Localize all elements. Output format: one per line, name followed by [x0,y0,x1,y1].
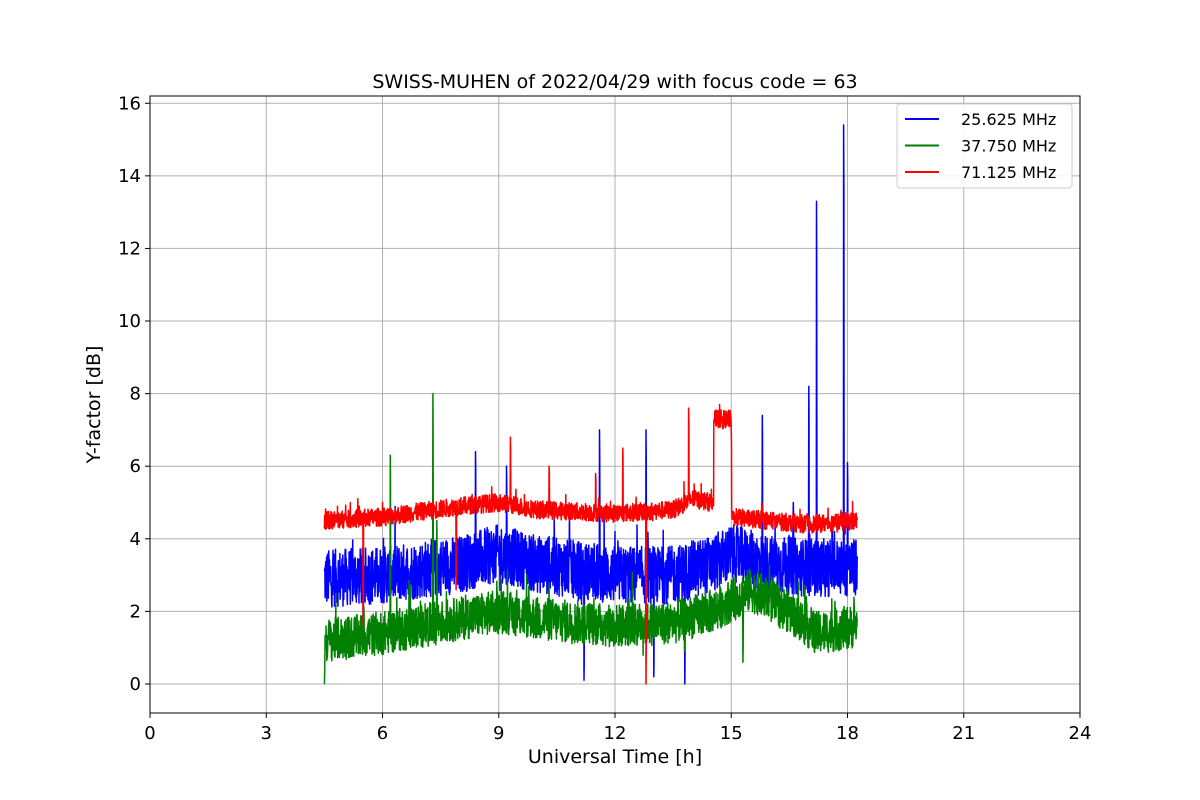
x-tick-label: 3 [261,723,272,744]
x-tick-label: 21 [952,723,975,744]
x-tick-label: 0 [144,723,155,744]
legend: 25.625 MHz 37.750 MHz 71.125 MHz [896,103,1073,189]
y-tick-label: 4 [130,529,141,550]
y-tick-label: 8 [130,384,141,405]
x-axis-title: Universal Time [h] [528,746,702,768]
y-axis-title: Y-factor [dB] [83,346,105,465]
series-line-2 [323,392,858,685]
legend-label: 25.625 MHz [961,110,1056,129]
x-tick-label: 12 [604,723,627,744]
chart-title: SWISS-MUHEN of 2022/04/29 with focus cod… [372,71,857,93]
x-tick-label: 18 [836,723,859,744]
y-tick-label: 16 [118,93,141,114]
y-tick-label: 12 [118,238,141,259]
x-axis-ticks: 0 3 6 9 12 15 18 21 24 [144,713,1091,744]
legend-label: 37.750 MHz [961,137,1056,156]
legend-label: 71.125 MHz [961,163,1056,182]
x-tick-label: 24 [1069,723,1092,744]
x-tick-label: 6 [377,723,388,744]
series-group [323,124,858,685]
series-line-1 [323,124,858,685]
y-tick-label: 14 [118,166,141,187]
y-tick-label: 6 [130,456,141,477]
x-tick-label: 15 [720,723,743,744]
y-tick-label: 2 [130,601,141,622]
series-line-3 [323,403,858,685]
x-tick-label: 9 [493,723,504,744]
y-axis-ticks: 0 2 4 6 8 10 12 14 16 [118,93,150,695]
y-tick-label: 10 [118,311,141,332]
legend-box [896,103,1073,189]
y-tick-label: 0 [130,674,141,695]
